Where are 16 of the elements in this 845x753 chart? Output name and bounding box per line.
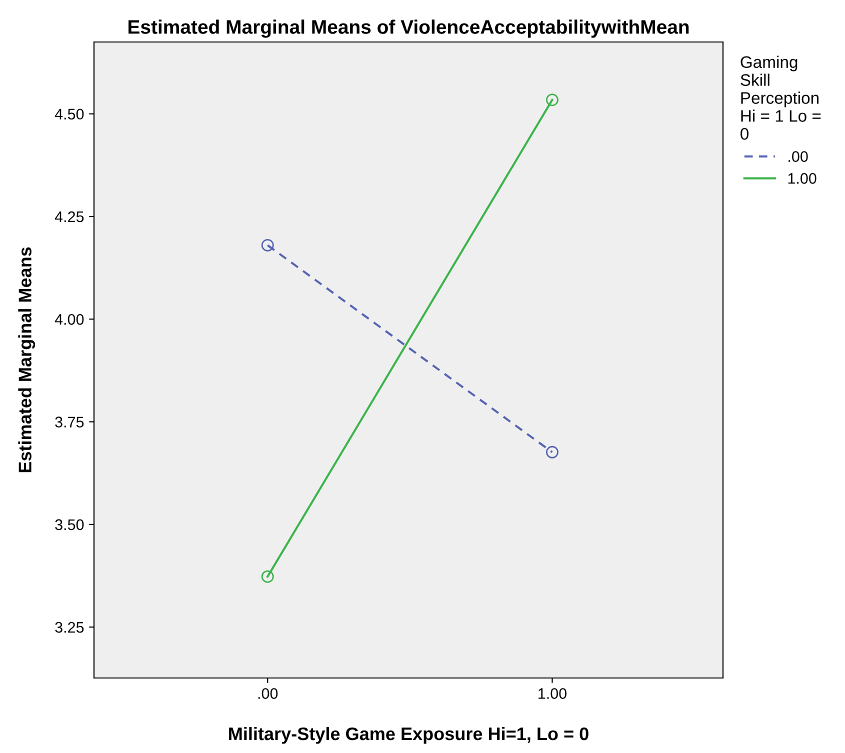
point bbox=[546, 446, 558, 458]
x-axis-title: Military-Style Game Exposure Hi=1, Lo = 0 bbox=[229, 726, 588, 744]
legend-label: .00 bbox=[788, 151, 808, 162]
point bbox=[261, 570, 274, 583]
y-tick-label: 4.25 bbox=[54, 211, 84, 222]
y-tick-label: 4.50 bbox=[54, 108, 84, 120]
y-tick-label: 3.50 bbox=[55, 519, 84, 530]
legend-title: Gaming Skill Perception Hi = 1 Lo = 0 bbox=[740, 56, 821, 140]
point bbox=[261, 238, 274, 252]
chart-title: Estimated Marginal Means of ViolenceAcceptabilitywithMean bbox=[128, 20, 689, 38]
point bbox=[546, 94, 558, 106]
y-tick-label: 3.75 bbox=[55, 416, 84, 428]
y-axis-title: Estimated Marginal Means bbox=[18, 247, 36, 472]
y-tick-label: 4.00 bbox=[54, 314, 84, 325]
legend-label: 1.00 bbox=[788, 173, 816, 184]
y-tick-label: 3.25 bbox=[55, 622, 84, 633]
